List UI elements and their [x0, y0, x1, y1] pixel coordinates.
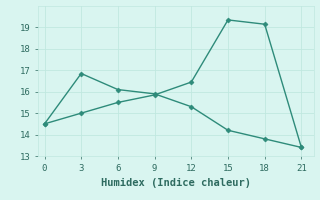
X-axis label: Humidex (Indice chaleur): Humidex (Indice chaleur): [101, 178, 251, 188]
